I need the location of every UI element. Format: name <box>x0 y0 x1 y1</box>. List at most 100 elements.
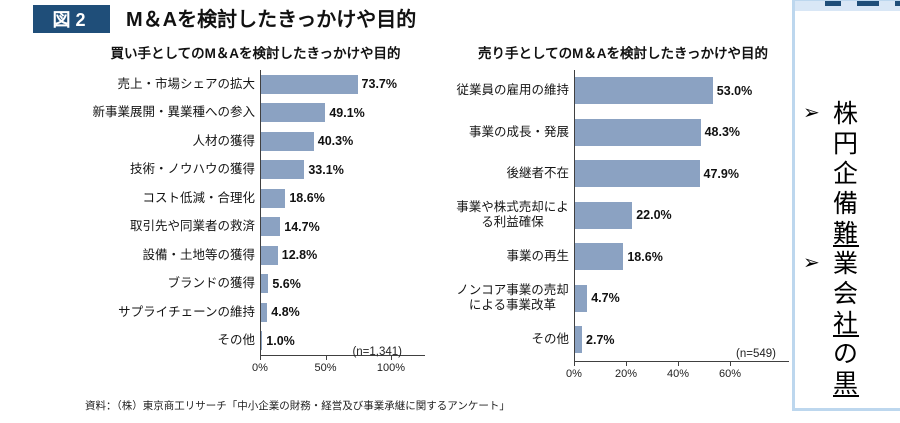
bar-zone: 2.7% <box>574 319 790 361</box>
axis-tick <box>325 356 327 360</box>
bar-zone: 1.0% <box>260 326 426 355</box>
value-label: 12.8% <box>281 248 318 263</box>
chart-row: コスト低減・合理化 18.6% <box>85 184 426 213</box>
bar-zone: 40.3% <box>260 127 426 156</box>
value-label: 53.0% <box>716 83 753 98</box>
value-label: 47.9% <box>703 166 739 181</box>
category-label: 技術・ノウハウの獲得 <box>129 162 255 177</box>
value-label: 22.0% <box>636 208 672 223</box>
seller-chart-rows: 従業員の雇用の維持 53.0% 事業の成長・発展 48.3% 後継者不在 47.9% 事業や… <box>456 70 790 361</box>
bar-zone: 73.7% <box>260 70 426 99</box>
bar <box>261 188 286 208</box>
axis-tick <box>391 356 392 360</box>
axis-tick <box>678 361 679 366</box>
bar <box>261 160 305 180</box>
chart-row: 人材の獲得 40.3% <box>85 127 426 156</box>
value-label: 1.0% <box>266 333 295 348</box>
value-label: 18.6% <box>289 191 325 206</box>
side-panel-line: ➢ 業 <box>803 247 900 278</box>
buyer-chart-title: 買い手としてのM＆Aを検討したきっかけや目的 <box>110 46 401 61</box>
clipped-header-text-fragment <box>857 1 879 6</box>
category-label: 人材の獲得 <box>192 133 255 148</box>
bar <box>261 331 263 351</box>
chart-row: 取引先や同業者の救済 14.7% <box>85 212 426 241</box>
category-label: 売上・市場シェアの拡大 <box>117 76 255 91</box>
bar <box>575 243 624 271</box>
side-panel-text: 株 <box>833 100 860 128</box>
bar-zone: 48.3% <box>574 111 790 153</box>
bar-zone: 5.6% <box>260 269 426 298</box>
axis-tick <box>574 361 575 366</box>
bullet-arrow-icon: ➢ <box>803 251 820 274</box>
side-panel-header <box>795 1 900 11</box>
clipped-header-text-fragment <box>895 1 900 6</box>
value-label: 33.1% <box>308 162 344 177</box>
category-label: ブランドの獲得 <box>167 276 255 291</box>
side-panel: ➢ 株円企備難 ➢ 業会社の黒 <box>792 0 900 411</box>
value-label: 14.7% <box>284 219 320 234</box>
chart-row: ブランドの獲得 5.6% <box>85 269 426 298</box>
side-panel-line: 会 <box>803 277 900 308</box>
side-panel-line: 備 <box>803 187 900 218</box>
axis-tick-label: 100% <box>376 362 406 374</box>
side-panel-line: の <box>803 337 900 368</box>
bar <box>575 77 713 105</box>
side-panel-line: 社 <box>803 307 900 338</box>
bar <box>575 201 633 229</box>
figure-title: M＆Aを検討したきっかけや目的 <box>126 9 417 31</box>
side-panel-text: 円 <box>833 130 860 158</box>
bar-zone: 53.0% <box>574 70 790 112</box>
bar-zone: 12.8% <box>260 241 426 270</box>
value-label: 18.6% <box>627 249 663 264</box>
bar-zone: 18.6% <box>260 184 426 213</box>
bar-zone: 22.0% <box>574 194 790 236</box>
bar-zone: 49.1% <box>260 98 426 127</box>
clipped-header-text-fragment <box>825 1 841 6</box>
category-label: コスト低減・合理化 <box>142 190 255 205</box>
bar-zone: 4.7% <box>574 277 790 319</box>
bar-zone: 14.7% <box>260 212 426 241</box>
side-panel-line: 円 <box>803 127 900 158</box>
category-label: 事業や株式売却による利益確保 <box>456 200 569 230</box>
bar <box>261 217 281 237</box>
chart-row: 後継者不在 47.9% <box>456 153 790 195</box>
axis-tick-label: 40% <box>666 367 690 380</box>
seller-chart-x-axis: 0% 20% 40% 60% <box>566 360 789 386</box>
value-label: 48.3% <box>704 125 741 140</box>
chart-row: 事業や株式売却による利益確保 22.0% <box>456 194 790 236</box>
bar <box>261 274 269 294</box>
category-label: 取引先や同業者の救済 <box>129 219 255 234</box>
bar <box>575 284 588 312</box>
bar-zone: 18.6% <box>574 236 790 278</box>
bar <box>261 245 278 265</box>
bar <box>261 74 358 94</box>
bullet-arrow-icon: ➢ <box>803 101 820 124</box>
axis-tick-label: 50% <box>314 362 337 374</box>
value-label: 49.1% <box>329 105 365 120</box>
chart-row: 技術・ノウハウの獲得 33.1% <box>85 155 426 184</box>
seller-chart: 売り手としてのM＆Aを検討したきっかけや目的 従業員の雇用の維持 53.0% 事業の… <box>456 42 790 386</box>
figure-badge: 図2 <box>33 5 110 33</box>
axis-tick-label: 0% <box>252 362 268 374</box>
chart-row: ノンコア事業の売却による事業改革 4.7% <box>456 277 790 319</box>
bar-zone: 33.1% <box>260 155 426 184</box>
bar-zone: 47.9% <box>574 153 790 195</box>
side-panel-line: 企 <box>803 157 900 188</box>
category-label: その他 <box>531 332 569 347</box>
side-panel-text: 業 <box>833 250 860 278</box>
chart-row: 事業の成長・発展 48.3% <box>456 111 790 153</box>
bar <box>575 118 701 146</box>
axis-tick-label: 60% <box>718 367 742 380</box>
source-note: 資料：（株）東京商工リサーチ「中小企業の財務・経営及び事業承継に関するアンケート… <box>85 400 510 412</box>
chart-row: 従業員の雇用の維持 53.0% <box>456 70 790 112</box>
seller-sample-size-note: (n=549) <box>736 347 776 360</box>
side-panel-text: 備 <box>833 190 860 218</box>
buyer-chart-rows: 売上・市場シェアの拡大 73.7% 新事業展開・異業種への参入 49.1% 人材の獲得 4… <box>85 70 426 355</box>
bar <box>261 103 326 123</box>
category-label: 事業の再生 <box>506 249 569 264</box>
category-label: サプライチェーンの維持 <box>118 304 255 319</box>
bar-zone: 4.8% <box>260 298 426 327</box>
bar <box>575 160 700 188</box>
category-label: ノンコア事業の売却による事業改革 <box>456 283 569 313</box>
